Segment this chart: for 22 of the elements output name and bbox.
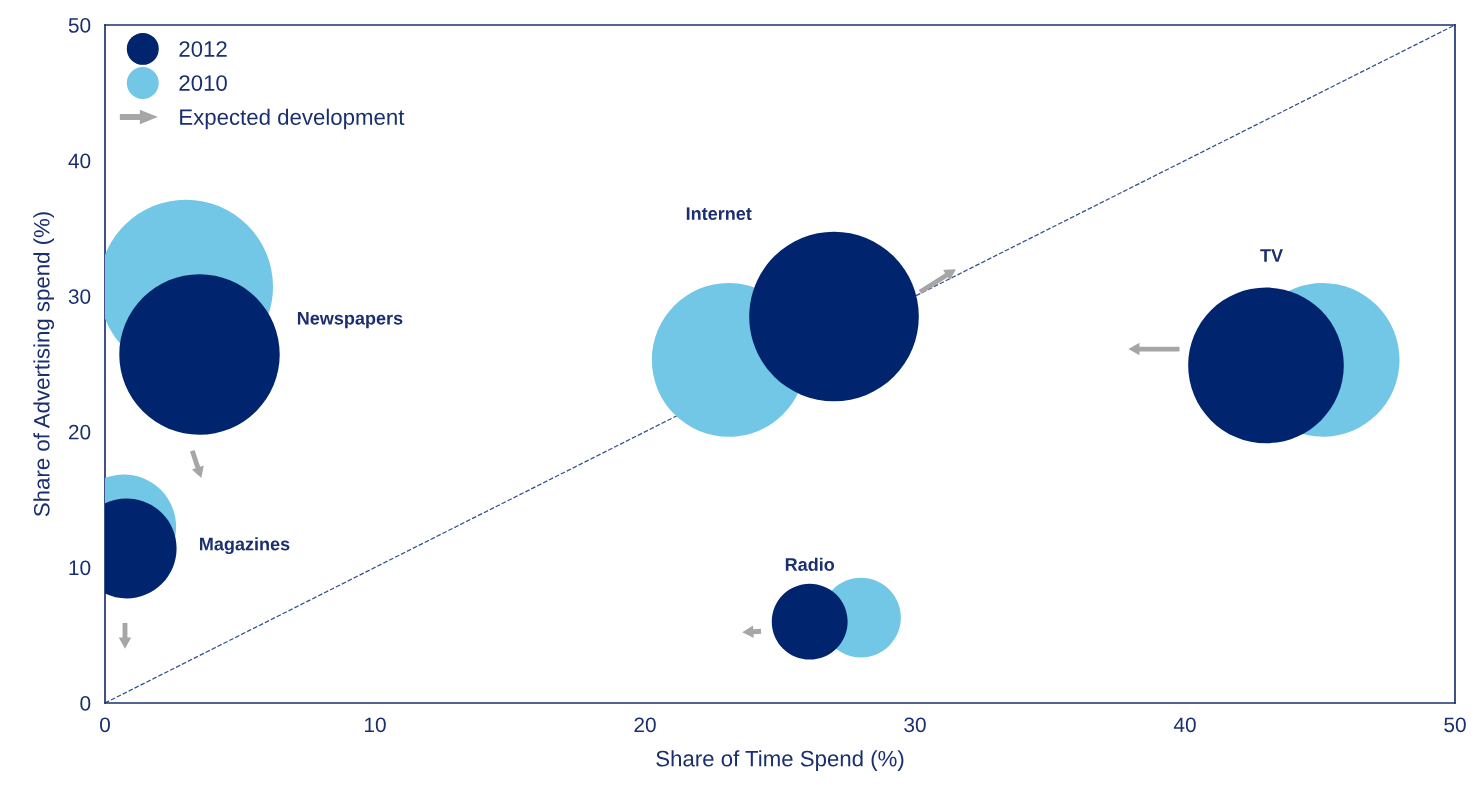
y-tick-label: 20: [68, 424, 91, 440]
annotation: Radio: [785, 557, 835, 571]
annotation: Internet: [686, 207, 752, 220]
y-tick-label: 10: [69, 560, 91, 576]
legend-label: 2012: [179, 41, 227, 57]
x-tick-label: 0: [100, 717, 110, 733]
y-tick-label: 40: [68, 153, 91, 169]
x-tick-label: 30: [904, 717, 926, 733]
x-tick-label: 10: [365, 717, 386, 733]
y-axis-title: Share of Advertising spend (%): [33, 212, 55, 517]
x-tick-label: 40: [1173, 717, 1196, 733]
annotation: TV: [1260, 249, 1283, 262]
annotation: Magazines: [200, 537, 290, 555]
x-axis-title: Share of Time Spend (%): [656, 750, 904, 771]
legend-label: 2010: [179, 75, 227, 91]
annotation: Expected development: [180, 108, 405, 130]
y-tick-label: 0: [80, 696, 91, 711]
x-tick-label: 20: [634, 717, 656, 733]
annotation: Newspapers: [297, 312, 403, 329]
y-tick-label: 30: [68, 289, 91, 304]
y-tick-label: 50: [68, 18, 91, 33]
x-tick-label: 50: [1444, 717, 1466, 733]
